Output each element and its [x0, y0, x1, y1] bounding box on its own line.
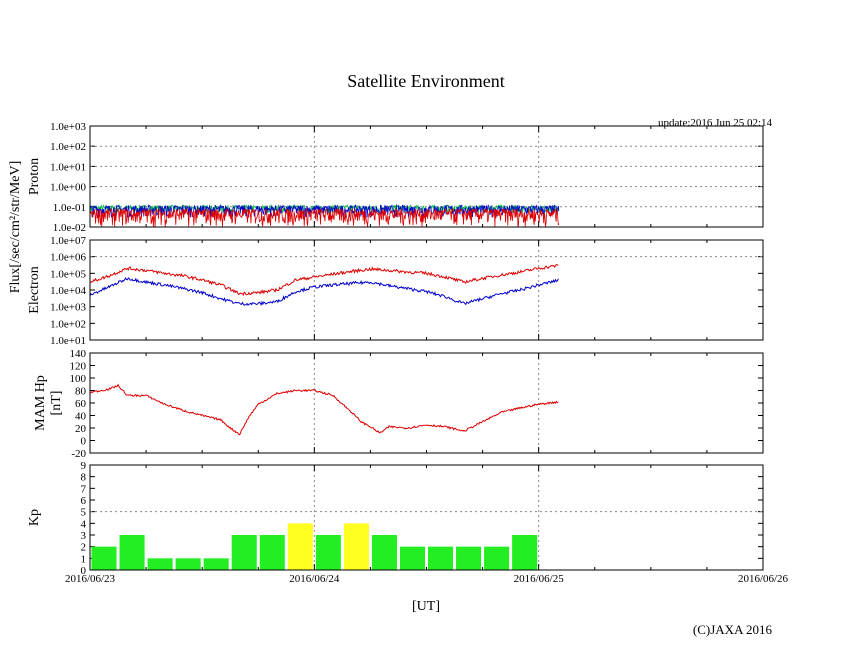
y-tick-label: 1.0e+01 [50, 335, 86, 347]
electron-series-blue [89, 277, 559, 307]
x-tick-label: 2016/06/26 [738, 573, 789, 585]
y-axis-title: Kp [27, 509, 42, 526]
kp-bar [512, 535, 538, 570]
y-tick-label: 100 [70, 373, 87, 385]
kp-bar [315, 535, 341, 570]
kp-bar [287, 523, 313, 570]
kp-bar [147, 558, 173, 570]
y-axis-unit: [nT] [49, 391, 64, 416]
y-tick-label: 1.0e+06 [50, 252, 86, 264]
kp-bar [119, 535, 145, 570]
y-tick-label: 1.0e+04 [50, 285, 86, 297]
y-tick-label: 40 [75, 411, 87, 423]
y-tick-label: 140 [70, 348, 87, 360]
kp-bar [175, 558, 201, 570]
kp-bar [259, 535, 285, 570]
y-tick-label: 120 [70, 361, 87, 373]
y-tick-label: 4 [81, 518, 87, 530]
proton-series-red [89, 207, 560, 228]
y-axis-title: MAM Hp [33, 375, 48, 431]
panel-proton: 1.0e-02 1.0e-01 1.0e+00 1.0e+01 1.0e+02 1.0e+… [27, 121, 764, 234]
x-tick-label: 2016/06/24 [289, 573, 340, 585]
kp-bar [203, 558, 229, 570]
y-axis-title: Electron [27, 266, 42, 313]
kp-bar [428, 546, 454, 570]
y-tick-label: 2 [81, 542, 87, 554]
y-tick-label: 1.0e+01 [50, 161, 86, 173]
chart-panels: 1.0e-021.0e-011.0e+001.0e+011.0e+021.0e+… [27, 121, 764, 577]
electron-series-red [89, 263, 559, 296]
y-tick-label: 1.0e+00 [50, 182, 86, 194]
y-tick-label: 1.0e+03 [50, 302, 86, 314]
copyright-text: (C)JAXA 2016 [693, 622, 773, 637]
kp-bar [91, 546, 117, 570]
y-tick-label: 1.0e-01 [53, 202, 86, 214]
kp-bar [456, 546, 482, 570]
chart-title: Satellite Environment [347, 71, 504, 91]
magnetic-series-red [89, 383, 559, 436]
panel-frame [89, 239, 764, 341]
x-axis-title: [UT] [412, 599, 440, 614]
panel-frame [89, 125, 764, 228]
kp-bar [231, 535, 257, 570]
y-tick-label: 6 [81, 495, 87, 507]
y-tick-label: 1.0e+07 [50, 235, 86, 247]
y-tick-label: 1.0e+03 [50, 121, 86, 133]
y-tick-label: -20 [71, 448, 86, 460]
y-tick-label: 1.0e+02 [50, 318, 86, 330]
y-tick-label: 0 [81, 565, 87, 577]
panel-electron: 1.0e+01 1.0e+02 1.0e+03 1.0e+04 1.0e+05 1.0e+… [27, 235, 764, 347]
update-timestamp: update:2016 Jun 25 02:14 [658, 117, 772, 129]
y-tick-label: 1.0e+05 [50, 268, 86, 280]
y-tick-label: 20 [75, 423, 87, 435]
y-tick-label: 80 [75, 386, 87, 398]
y-axis-title: Proton [27, 158, 42, 195]
kp-bar [371, 535, 397, 570]
kp-bar [399, 546, 425, 570]
y-tick-label: 1.0e+02 [50, 141, 86, 153]
y-tick-label: 0 [81, 436, 87, 448]
kp-bar [343, 523, 369, 570]
y-tick-label: 1 [81, 553, 87, 565]
y-tick-label: 1.0e-02 [53, 222, 86, 234]
flux-axis-title: Flux[/sec/cm²/str/MeV] [8, 161, 23, 294]
y-tick-label: 5 [81, 507, 87, 519]
y-tick-label: 7 [81, 483, 87, 495]
y-tick-label: 60 [75, 398, 87, 410]
y-tick-label: 8 [81, 472, 87, 484]
kp-bar [484, 546, 510, 570]
x-tick-label: 2016/06/23 [65, 573, 116, 585]
panel-frame [89, 352, 764, 454]
y-tick-label: 3 [81, 530, 87, 542]
panel-frame [89, 464, 764, 571]
y-tick-label: 9 [81, 460, 87, 472]
x-tick-label: 2016/06/25 [514, 573, 565, 585]
x-axis: 2016/06/23 2016/06/24 2016/06/25 2016/06/26 [65, 573, 789, 585]
